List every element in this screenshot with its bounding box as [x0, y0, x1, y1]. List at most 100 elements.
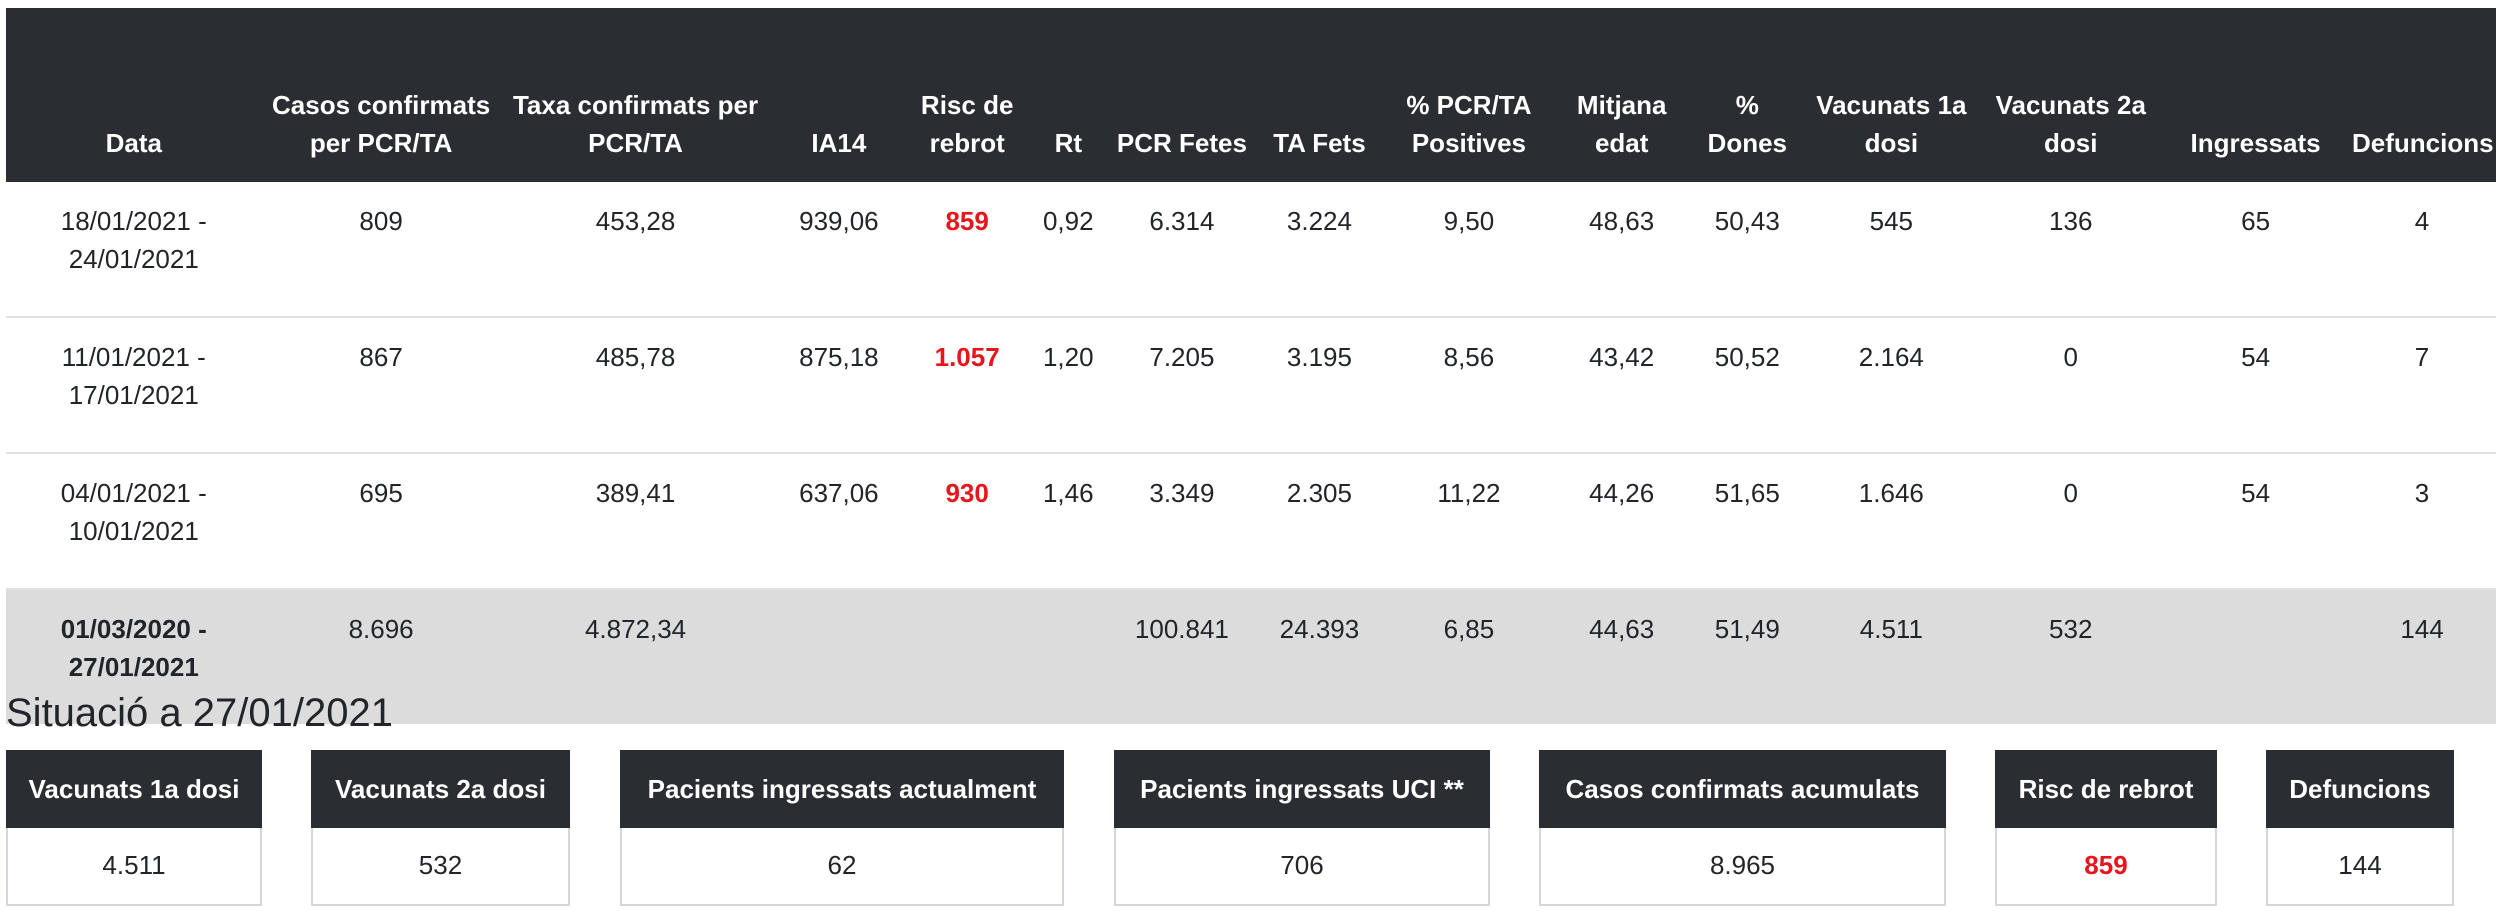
- card-label: Pacients ingressats UCI **: [1114, 750, 1490, 828]
- total-cell-mitjana-edat: 44,63: [1553, 589, 1691, 724]
- total-cell-rt: [1026, 589, 1110, 724]
- cell-vacunats-1a: 1.646: [1804, 453, 1979, 590]
- total-cell-ia14: [770, 589, 908, 724]
- card-label: Vacunats 1a dosi: [6, 750, 262, 828]
- situation-title: Situació a 27/01/2021: [6, 691, 393, 735]
- card-label: Casos confirmats acumulats: [1539, 750, 1946, 828]
- cell-pct-dones: 51,65: [1690, 453, 1805, 590]
- table-row: 11/01/2021 - 17/01/2021 867 485,78 875,1…: [6, 317, 2496, 454]
- cell-ia14: 875,18: [770, 317, 908, 454]
- table-total-row: 01/03/2020 - 27/01/2021 8.696 4.872,34 1…: [6, 589, 2496, 724]
- col-header-rt: Rt: [1026, 8, 1110, 182]
- total-cell-vacunats-1a: 4.511: [1804, 589, 1979, 724]
- total-cell-ingressats: [2163, 589, 2349, 724]
- cell-pcr-fetes: 7.205: [1109, 317, 1255, 454]
- cell-taxa: 485,78: [500, 317, 771, 454]
- col-header-defuncions: Defuncions: [2348, 8, 2496, 182]
- cell-rt: 1,20: [1026, 317, 1110, 454]
- cell-ta-fets: 2.305: [1254, 453, 1385, 590]
- total-cell-risc-rebrot: [907, 589, 1027, 724]
- total-cell-defuncions: 144: [2348, 589, 2496, 724]
- cell-risc-rebrot: 859: [907, 182, 1027, 318]
- card-value: 532: [418, 850, 463, 880]
- cell-pcr-fetes: 6.314: [1109, 182, 1255, 318]
- cell-risc-rebrot: 1.057: [907, 317, 1027, 454]
- card-value: 706: [1280, 850, 1324, 880]
- cell-defuncions: 7: [2348, 317, 2496, 454]
- col-header-ingressats: Ingressats: [2163, 8, 2349, 182]
- cell-ia14: 939,06: [770, 182, 908, 318]
- cell-ia14: 637,06: [770, 453, 908, 590]
- weekly-stats-table: Data Casos confirmats per PCR/TA Taxa co…: [6, 8, 2496, 724]
- cell-pct-dones: 50,52: [1690, 317, 1805, 454]
- cell-date: 11/01/2021 - 17/01/2021: [6, 317, 262, 454]
- cell-pct-positives: 11,22: [1384, 453, 1554, 590]
- col-header-pcr-fetes: PCR Fetes: [1109, 8, 1255, 182]
- cell-casos: 867: [261, 317, 501, 454]
- total-cell-pct-positives: 6,85: [1384, 589, 1554, 724]
- total-cell-pcr-fetes: 100.841: [1109, 589, 1255, 724]
- cell-taxa: 453,28: [500, 182, 771, 318]
- card-pacients-uci: Pacients ingressats UCI ** 706: [1114, 750, 1490, 906]
- col-header-data: Data: [6, 8, 262, 182]
- cell-vacunats-1a: 2.164: [1804, 317, 1979, 454]
- cell-pct-dones: 50,43: [1690, 182, 1805, 318]
- cell-casos: 695: [261, 453, 501, 590]
- table-header-row: Data Casos confirmats per PCR/TA Taxa co…: [6, 8, 2496, 182]
- cell-vacunats-2a: 136: [1978, 182, 2164, 318]
- cell-mitjana-edat: 44,26: [1553, 453, 1691, 590]
- card-label: Pacients ingressats actualment: [620, 750, 1064, 828]
- cell-mitjana-edat: 48,63: [1553, 182, 1691, 318]
- col-header-mitjana-edat: Mitjana edat: [1553, 8, 1691, 182]
- card-label: Defuncions: [2266, 750, 2454, 828]
- cell-casos: 809: [261, 182, 501, 318]
- cell-ingressats: 54: [2163, 317, 2349, 454]
- col-header-risc-rebrot: Risc de rebrot: [907, 8, 1027, 182]
- card-casos-acumulats: Casos confirmats acumulats 8.965: [1539, 750, 1946, 906]
- total-cell-pct-dones: 51,49: [1690, 589, 1805, 724]
- card-value: 8.965: [1709, 850, 1776, 880]
- total-cell-date: 01/03/2020 - 27/01/2021: [6, 589, 262, 724]
- col-header-casos-confirmats: Casos confirmats per PCR/TA: [261, 8, 501, 182]
- total-cell-taxa: 4.872,34: [500, 589, 771, 724]
- cell-date: 18/01/2021 - 24/01/2021: [6, 182, 262, 318]
- col-header-pct-dones: % Dones: [1690, 8, 1805, 182]
- card-label: Vacunats 2a dosi: [311, 750, 570, 828]
- card-value: 144: [2338, 850, 2382, 880]
- cell-rt: 1,46: [1026, 453, 1110, 590]
- cell-date: 04/01/2021 - 10/01/2021: [6, 453, 262, 590]
- cell-ta-fets: 3.224: [1254, 182, 1385, 318]
- cell-defuncions: 4: [2348, 182, 2496, 318]
- total-cell-ta-fets: 24.393: [1254, 589, 1385, 724]
- card-pacients-ingressats: Pacients ingressats actualment 62: [620, 750, 1064, 906]
- card-value: 859: [2084, 850, 2128, 880]
- cell-vacunats-1a: 545: [1804, 182, 1979, 318]
- cell-ta-fets: 3.195: [1254, 317, 1385, 454]
- col-header-ta-fets: TA Fets: [1254, 8, 1385, 182]
- col-header-ia14: IA14: [770, 8, 908, 182]
- table-row: 04/01/2021 - 10/01/2021 695 389,41 637,0…: [6, 453, 2496, 590]
- card-value: 62: [827, 850, 857, 880]
- cell-pct-positives: 9,50: [1384, 182, 1554, 318]
- card-vacunats-1a-dosi: Vacunats 1a dosi 4.511: [6, 750, 262, 906]
- card-risc-rebrot: Risc de rebrot 859: [1995, 750, 2217, 906]
- card-vacunats-2a-dosi: Vacunats 2a dosi 532: [311, 750, 570, 906]
- cell-ingressats: 65: [2163, 182, 2349, 318]
- card-value: 4.511: [102, 850, 166, 880]
- card-defuncions: Defuncions 144: [2266, 750, 2454, 906]
- cell-pct-positives: 8,56: [1384, 317, 1554, 454]
- cell-vacunats-2a: 0: [1978, 453, 2164, 590]
- cell-defuncions: 3: [2348, 453, 2496, 590]
- col-header-vacunats-2a: Vacunats 2a dosi: [1978, 8, 2164, 182]
- col-header-pct-positives: % PCR/TA Positives: [1384, 8, 1554, 182]
- card-label: Risc de rebrot: [1995, 750, 2217, 828]
- table-row: 18/01/2021 - 24/01/2021 809 453,28 939,0…: [6, 182, 2496, 318]
- col-header-vacunats-1a: Vacunats 1a dosi: [1804, 8, 1979, 182]
- cell-risc-rebrot: 930: [907, 453, 1027, 590]
- cell-taxa: 389,41: [500, 453, 771, 590]
- cell-ingressats: 54: [2163, 453, 2349, 590]
- cell-mitjana-edat: 43,42: [1553, 317, 1691, 454]
- cell-rt: 0,92: [1026, 182, 1110, 318]
- cell-pcr-fetes: 3.349: [1109, 453, 1255, 590]
